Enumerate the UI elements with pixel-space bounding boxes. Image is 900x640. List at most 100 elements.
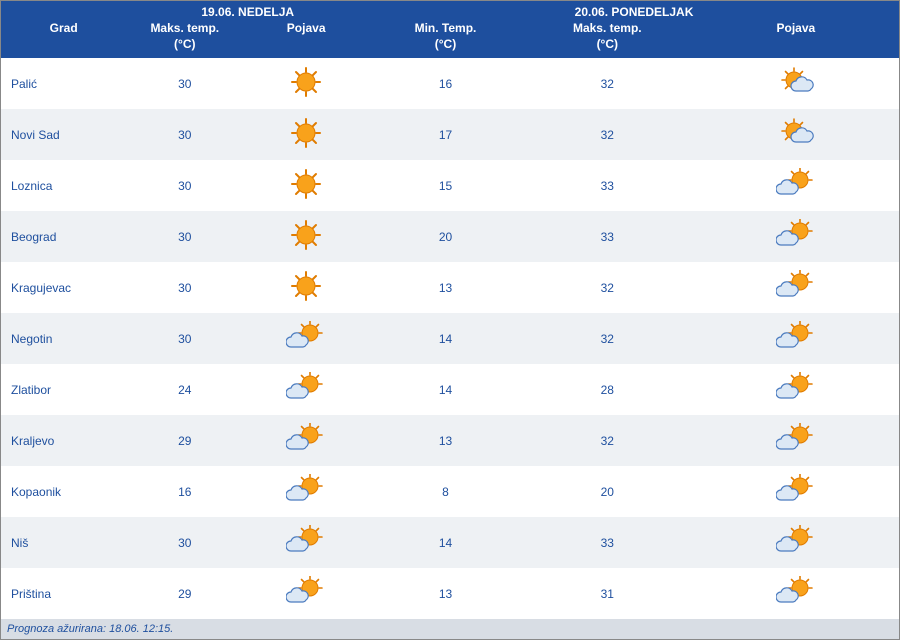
icon1-cell (243, 364, 369, 415)
max2-cell: 33 (522, 211, 693, 262)
table-row: Novi Sad301732 (1, 109, 900, 160)
sun-icon (286, 66, 326, 98)
min2-cell: 13 (369, 262, 522, 313)
footer-label: Prognoza ažurirana: (7, 623, 106, 635)
min2-cell: 14 (369, 517, 522, 568)
icon1-cell (243, 466, 369, 517)
sun-cloud-icon (776, 168, 816, 200)
city-cell: Kopaonik (1, 466, 127, 517)
icon2-cell (693, 211, 900, 262)
max2-cell: 33 (522, 160, 693, 211)
city-cell: Kraljevo (1, 415, 127, 466)
icon1-cell (243, 109, 369, 160)
date-header-row: 19.06. NEDELJA 20.06. PONEDELJAK (1, 1, 900, 20)
min2-cell: 13 (369, 415, 522, 466)
icon2-cell (693, 313, 900, 364)
header-pojava1: Pojava (243, 19, 369, 58)
min2-cell: 17 (369, 109, 522, 160)
sun-small-cloud-icon (776, 66, 816, 98)
sun-icon (286, 270, 326, 302)
header-pojava2: Pojava (693, 19, 900, 58)
table-row: Palić30 1632 (1, 58, 900, 109)
min2-cell: 15 (369, 160, 522, 211)
min2-cell: 20 (369, 211, 522, 262)
sun-cloud-icon (286, 576, 326, 608)
table-row: Kopaonik16 820 (1, 466, 900, 517)
min2-cell: 13 (369, 568, 522, 619)
sun-cloud-icon (776, 321, 816, 353)
sun-cloud-icon (286, 321, 326, 353)
icon2-cell (693, 466, 900, 517)
table-row: Loznica301533 (1, 160, 900, 211)
min2-cell: 14 (369, 364, 522, 415)
table-row: Priština291331 (1, 568, 900, 619)
sun-cloud-icon (776, 270, 816, 302)
city-cell: Beograd (1, 211, 127, 262)
icon1-cell (243, 568, 369, 619)
icon2-cell (693, 58, 900, 109)
city-cell: Niš (1, 517, 127, 568)
icon1-cell (243, 58, 369, 109)
icon1-cell (243, 262, 369, 313)
sun-cloud-icon (776, 423, 816, 455)
icon1-cell (243, 211, 369, 262)
header-city: Grad (1, 19, 127, 58)
sun-icon (286, 219, 326, 251)
footer-cell: Prognoza ažurirana: 18.06. 12:15. (1, 619, 900, 640)
icon2-cell (693, 262, 900, 313)
max2-cell: 32 (522, 415, 693, 466)
footer-timestamp: 18.06. 12:15. (109, 623, 173, 635)
icon2-cell (693, 415, 900, 466)
max1-cell: 30 (126, 58, 243, 109)
table-row: Kragujevac30 1332 (1, 262, 900, 313)
table-row: Niš301433 (1, 517, 900, 568)
table-row: Beograd30 2033 (1, 211, 900, 262)
sun-cloud-icon (286, 525, 326, 557)
max1-cell: 30 (126, 109, 243, 160)
sun-cloud-icon (776, 576, 816, 608)
sun-cloud-icon (286, 474, 326, 506)
icon2-cell (693, 160, 900, 211)
min2-cell: 16 (369, 58, 522, 109)
table-row: Kraljevo291332 (1, 415, 900, 466)
sun-icon (286, 168, 326, 200)
table-row: Negotin301432 (1, 313, 900, 364)
min2-cell: 8 (369, 466, 522, 517)
max2-cell: 32 (522, 262, 693, 313)
day1-label: 19.06. NEDELJA (126, 1, 369, 20)
max1-cell: 30 (126, 262, 243, 313)
min2-cell: 14 (369, 313, 522, 364)
city-cell: Novi Sad (1, 109, 127, 160)
max2-cell: 20 (522, 466, 693, 517)
max2-cell: 32 (522, 313, 693, 364)
city-cell: Kragujevac (1, 262, 127, 313)
city-cell: Loznica (1, 160, 127, 211)
sun-cloud-icon (286, 423, 326, 455)
city-cell: Zlatibor (1, 364, 127, 415)
sun-cloud-icon (776, 219, 816, 251)
city-cell: Palić (1, 58, 127, 109)
sun-cloud-icon (776, 474, 816, 506)
forecast-table: 19.06. NEDELJA 20.06. PONEDELJAK Grad Ma… (0, 0, 900, 640)
icon1-cell (243, 415, 369, 466)
header-max2: Maks. temp.(°C) (522, 19, 693, 58)
header-min2: Min. Temp.(°C) (369, 19, 522, 58)
table-row: Zlatibor24 1428 (1, 364, 900, 415)
max1-cell: 30 (126, 211, 243, 262)
header-max1: Maks. temp.(°C) (126, 19, 243, 58)
icon1-cell (243, 160, 369, 211)
max2-cell: 32 (522, 58, 693, 109)
icon1-cell (243, 313, 369, 364)
column-header-row: Grad Maks. temp.(°C) Pojava Min. Temp.(°… (1, 19, 900, 58)
max2-cell: 31 (522, 568, 693, 619)
icon2-cell (693, 517, 900, 568)
max2-cell: 33 (522, 517, 693, 568)
city-cell: Priština (1, 568, 127, 619)
max1-cell: 24 (126, 364, 243, 415)
sun-cloud-icon (776, 372, 816, 404)
city-cell: Negotin (1, 313, 127, 364)
icon2-cell (693, 109, 900, 160)
max1-cell: 16 (126, 466, 243, 517)
sun-small-cloud-icon (776, 117, 816, 149)
max2-cell: 28 (522, 364, 693, 415)
